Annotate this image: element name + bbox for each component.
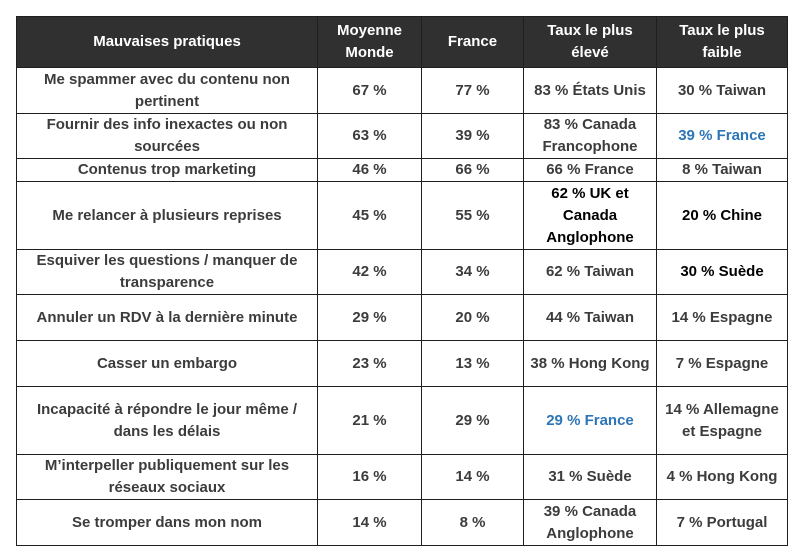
world-average-cell: 16 % bbox=[317, 454, 422, 500]
highest-rate-cell: 66 % France bbox=[523, 158, 657, 182]
header-france: France bbox=[421, 16, 524, 68]
world-average-cell: 21 % bbox=[317, 386, 422, 455]
table-row: Fournir des info inexactes ou non sourcé… bbox=[16, 113, 788, 159]
lowest-rate-cell: 39 % France bbox=[656, 113, 788, 159]
highest-rate-cell: 62 % Taiwan bbox=[523, 249, 657, 295]
table-row: Contenus trop marketing 46 % 66 % 66 % F… bbox=[16, 158, 788, 182]
practice-cell: Incapacité à répondre le jour même / dan… bbox=[16, 386, 318, 455]
lowest-rate-cell: 30 % Taiwan bbox=[656, 67, 788, 114]
highest-rate-cell: 83 % États Unis bbox=[523, 67, 657, 114]
lowest-rate-cell: 30 % Suède bbox=[656, 249, 788, 295]
table-row: Casser un embargo 23 % 13 % 38 % Hong Ko… bbox=[16, 340, 788, 387]
world-average-cell: 45 % bbox=[317, 181, 422, 250]
table-row: Incapacité à répondre le jour même / dan… bbox=[16, 386, 788, 455]
practice-cell: Annuler un RDV à la dernière minute bbox=[16, 294, 318, 341]
practice-cell: Contenus trop marketing bbox=[16, 158, 318, 182]
highest-rate-cell: 62 % UK et Canada Anglophone bbox=[523, 181, 657, 250]
france-cell: 13 % bbox=[421, 340, 524, 387]
highest-rate-cell: 83 % Canada Francophone bbox=[523, 113, 657, 159]
header-world-average: Moyenne Monde bbox=[317, 16, 422, 68]
practice-cell: M’interpeller publiquement sur les résea… bbox=[16, 454, 318, 500]
world-average-cell: 14 % bbox=[317, 499, 422, 546]
table-row: M’interpeller publiquement sur les résea… bbox=[16, 454, 788, 500]
france-cell: 55 % bbox=[421, 181, 524, 250]
table-row: Annuler un RDV à la dernière minute 29 %… bbox=[16, 294, 788, 341]
header-lowest-rate: Taux le plus faible bbox=[656, 16, 788, 68]
practices-table-container: Mauvaises pratiques Moyenne Monde France… bbox=[16, 16, 788, 546]
table-row: Me relancer à plusieurs reprises 45 % 55… bbox=[16, 181, 788, 250]
practice-cell: Fournir des info inexactes ou non sourcé… bbox=[16, 113, 318, 159]
practice-cell: Esquiver les questions / manquer de tran… bbox=[16, 249, 318, 295]
lowest-rate-cell: 4 % Hong Kong bbox=[656, 454, 788, 500]
practice-cell: Me spammer avec du contenu non pertinent bbox=[16, 67, 318, 114]
france-cell: 77 % bbox=[421, 67, 524, 114]
table-row: Me spammer avec du contenu non pertinent… bbox=[16, 67, 788, 114]
world-average-cell: 46 % bbox=[317, 158, 422, 182]
france-cell: 20 % bbox=[421, 294, 524, 341]
world-average-cell: 23 % bbox=[317, 340, 422, 387]
france-cell: 66 % bbox=[421, 158, 524, 182]
bad-practices-table: Mauvaises pratiques Moyenne Monde France… bbox=[16, 16, 788, 546]
table-header-row: Mauvaises pratiques Moyenne Monde France… bbox=[16, 16, 788, 68]
lowest-rate-cell: 14 % Espagne bbox=[656, 294, 788, 341]
france-cell: 8 % bbox=[421, 499, 524, 546]
practice-cell: Se tromper dans mon nom bbox=[16, 499, 318, 546]
world-average-cell: 63 % bbox=[317, 113, 422, 159]
world-average-cell: 67 % bbox=[317, 67, 422, 114]
practice-cell: Me relancer à plusieurs reprises bbox=[16, 181, 318, 250]
highest-rate-cell: 29 % France bbox=[523, 386, 657, 455]
lowest-rate-cell: 7 % Portugal bbox=[656, 499, 788, 546]
header-bad-practices: Mauvaises pratiques bbox=[16, 16, 318, 68]
highest-rate-cell: 31 % Suède bbox=[523, 454, 657, 500]
header-highest-rate: Taux le plus élevé bbox=[523, 16, 657, 68]
highest-rate-cell: 44 % Taiwan bbox=[523, 294, 657, 341]
lowest-rate-cell: 14 % Allemagne et Espagne bbox=[656, 386, 788, 455]
lowest-rate-cell: 8 % Taiwan bbox=[656, 158, 788, 182]
france-cell: 34 % bbox=[421, 249, 524, 295]
lowest-rate-cell: 7 % Espagne bbox=[656, 340, 788, 387]
world-average-cell: 29 % bbox=[317, 294, 422, 341]
table-row: Esquiver les questions / manquer de tran… bbox=[16, 249, 788, 295]
france-cell: 29 % bbox=[421, 386, 524, 455]
highest-rate-cell: 39 % Canada Anglophone bbox=[523, 499, 657, 546]
france-cell: 14 % bbox=[421, 454, 524, 500]
france-cell: 39 % bbox=[421, 113, 524, 159]
world-average-cell: 42 % bbox=[317, 249, 422, 295]
table-row: Se tromper dans mon nom 14 % 8 % 39 % Ca… bbox=[16, 499, 788, 546]
highest-rate-cell: 38 % Hong Kong bbox=[523, 340, 657, 387]
practice-cell: Casser un embargo bbox=[16, 340, 318, 387]
lowest-rate-cell: 20 % Chine bbox=[656, 181, 788, 250]
